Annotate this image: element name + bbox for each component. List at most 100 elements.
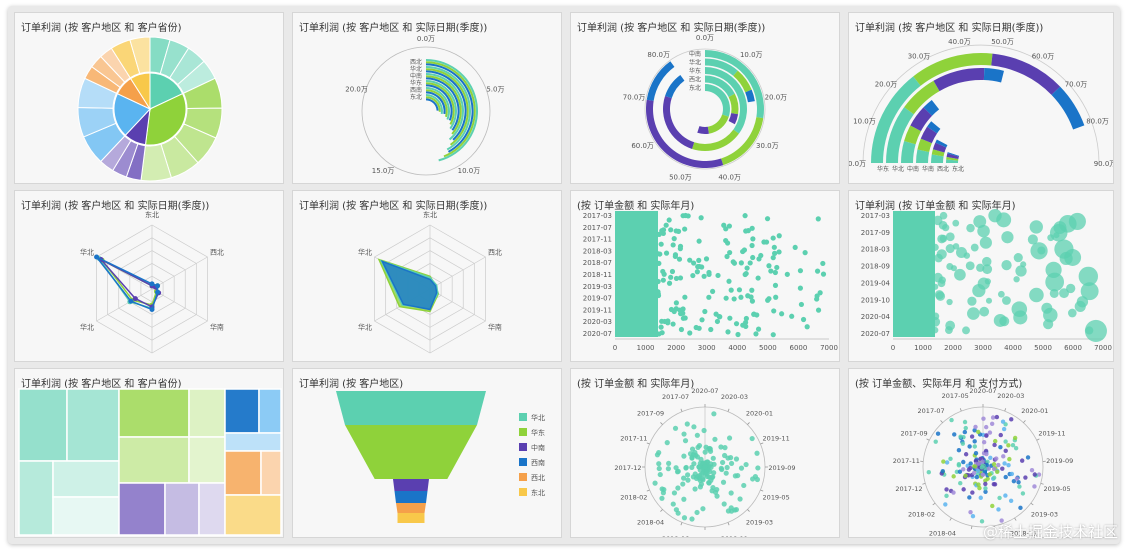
radial-bar: [426, 84, 453, 121]
category-label: 中南: [689, 50, 701, 58]
polar-tick: [1004, 408, 1007, 412]
polar-point: [743, 461, 749, 468]
scatter-point: [666, 217, 672, 223]
polar-tick: [1014, 517, 1017, 521]
y-tick-label: 2018-03: [583, 247, 612, 255]
scatter-chart[interactable]: 0 1000 2000 3000 4000 5000 6000 7000 2017-03 2017…: [571, 191, 840, 362]
axis-label: 华北: [80, 248, 94, 257]
scatter-point: [717, 314, 723, 320]
y-tick-label: 2019-04: [861, 279, 891, 287]
scatter-point: [774, 264, 780, 271]
treemap-cell: [224, 450, 262, 496]
scatter-point: [985, 297, 993, 304]
scatter-point: [738, 260, 744, 266]
scatter-point: [743, 228, 749, 234]
scatter-point: [750, 236, 756, 242]
scatter-point: [962, 326, 970, 335]
scatter-point: [1078, 266, 1099, 287]
half-radial-chart[interactable]: 0.0万 10.0万 20.0万 30.0万 40.0万 50.0万 60.0万 70.0万 8…: [849, 13, 1114, 184]
x-tick-label: 2000: [944, 344, 962, 352]
treemap-cell: [118, 482, 166, 536]
scatter-point: [1029, 220, 1043, 234]
angle-tick-label: 20.0万: [765, 93, 788, 101]
polar-point: [962, 419, 968, 425]
y-tick-label: 2020-07: [583, 330, 612, 338]
radar-chart[interactable]: 东北西北华南西南华北华北: [15, 191, 284, 362]
y-tick-label: 2017-09: [861, 229, 890, 237]
treemap-chart[interactable]: [15, 369, 284, 538]
scatter-point: [965, 261, 975, 271]
half-axis: [862, 44, 1100, 164]
x-tick-label: 6000: [1064, 344, 1082, 352]
scatter-point: [754, 312, 760, 318]
axis-label: 华北: [358, 323, 372, 332]
angle-tick-label: 2019-11: [763, 435, 790, 443]
sunburst-chart[interactable]: [15, 13, 284, 184]
polar-point: [714, 493, 720, 499]
polar-point: [707, 446, 713, 452]
polar-point: [969, 434, 975, 439]
polar-point: [972, 444, 977, 449]
half-radial-bar: [946, 156, 959, 161]
scatter-point: [1045, 261, 1062, 278]
angle-tick-label: 20.0万: [875, 80, 898, 88]
angle-tick-label: 30.0万: [908, 53, 931, 61]
polar-point: [978, 495, 983, 500]
legend-label: 西南: [531, 458, 545, 467]
stacked-radial-bar: [721, 117, 764, 166]
scatter-point: [950, 265, 957, 272]
polar-point: [983, 486, 988, 491]
polar-point: [951, 474, 956, 479]
legend-label: 东北: [531, 488, 545, 497]
polar-point: [681, 431, 687, 437]
polar-point: [722, 445, 728, 451]
legend-swatch: [519, 473, 527, 481]
polar-point: [675, 510, 681, 516]
category-label: 东北: [952, 165, 964, 173]
radar-area-chart[interactable]: 东北西北华南西南华北华北: [293, 191, 562, 362]
polar-point: [738, 465, 745, 471]
bubble-panel: 订单利润 (按 订单金额 和 实际年月) 0 1000 2000 3000 4000 50…: [848, 190, 1114, 362]
polar-point: [991, 462, 997, 467]
scatter-point: [691, 260, 697, 266]
scatter-point: [945, 326, 953, 334]
polar-tick: [949, 517, 952, 521]
scatter-point: [1029, 287, 1044, 303]
axis-label: 西南: [423, 360, 437, 362]
treemap-cell: [118, 436, 190, 484]
polar-tick: [660, 509, 663, 512]
half-radial-bar: [933, 68, 985, 92]
scatter-point: [658, 324, 664, 330]
y-tick-label: 2017-03: [583, 212, 612, 220]
polar-point: [741, 482, 747, 489]
scatter-point: [727, 315, 733, 321]
y-tick-label: 2018-07: [583, 259, 612, 267]
bubble-chart[interactable]: 0 1000 2000 3000 4000 5000 6000 7000 2017-03 2017…: [849, 191, 1114, 362]
polar-point: [666, 460, 672, 467]
polar-point: [701, 427, 707, 434]
angle-tick-label: 2019-05: [763, 493, 790, 501]
polar-tick: [932, 502, 936, 506]
polar-point: [1008, 498, 1014, 503]
polar-point: [726, 435, 733, 441]
polar-point: [944, 487, 949, 492]
polar-point: [991, 466, 997, 472]
radial-stacked-chart[interactable]: 0.0万 10.0万 20.0万 30.0万 40.0万 50.0万 60.0万 70.0万 8…: [571, 13, 840, 184]
polar-point: [1016, 479, 1021, 485]
scatter-point: [973, 215, 987, 228]
treemap-cell: [260, 450, 282, 496]
polar-point: [703, 444, 709, 450]
polar-point: [972, 439, 977, 444]
polar-point: [987, 472, 992, 477]
scatter-point: [1013, 276, 1020, 283]
treemap-cell: [164, 482, 200, 536]
polar-point: [977, 485, 982, 491]
scatter-point: [999, 316, 1010, 327]
polar-point: [695, 444, 701, 451]
polar-point: [1003, 474, 1008, 480]
polar-point: [984, 433, 989, 438]
